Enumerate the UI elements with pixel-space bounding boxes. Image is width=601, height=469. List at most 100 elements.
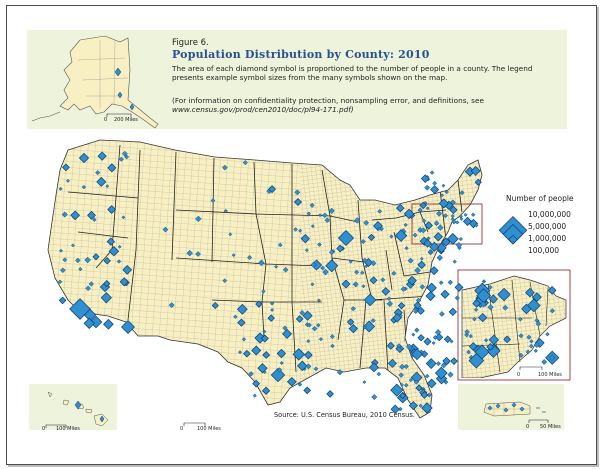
map-symbol [116, 259, 122, 264]
map-symbol [303, 386, 312, 395]
map-symbol [431, 341, 436, 345]
map-symbol [336, 369, 343, 376]
legend: Number of people 10,000,000 5,000,000 1,… [498, 194, 574, 255]
map-symbol [329, 334, 335, 340]
map-symbol [279, 361, 284, 365]
legend-label: 1,000,000 [528, 234, 566, 243]
map-symbol [369, 276, 378, 285]
map-symbol [108, 245, 120, 257]
map-symbol [525, 287, 535, 298]
map-symbol [481, 279, 487, 284]
map-symbol [447, 371, 454, 378]
map-symbol [260, 334, 269, 343]
map-symbol [71, 243, 75, 248]
map-symbol [440, 193, 445, 198]
map-symbol [310, 224, 315, 229]
legend-label: 100,000 [528, 246, 559, 255]
alaska-shape [59, 35, 159, 129]
map-symbol [61, 211, 68, 218]
map-symbol [395, 203, 405, 213]
map-symbol [533, 348, 538, 353]
map-symbol [451, 219, 457, 225]
map-symbol [269, 301, 275, 306]
map-symbol [423, 239, 432, 248]
map-symbol [390, 404, 400, 414]
map-symbol [429, 241, 440, 252]
scale-zero: 0 [517, 372, 520, 378]
northeast-scale-bar: 0 100 Miles [517, 366, 562, 378]
map-symbol [487, 304, 494, 311]
map-symbol [304, 248, 309, 253]
map-symbol [486, 342, 495, 351]
map-symbol [348, 323, 358, 334]
map-symbol [295, 315, 304, 323]
scale-label: 100 Miles [197, 426, 221, 432]
map-symbol [95, 170, 101, 176]
county-symbol [337, 229, 355, 247]
map-symbol [107, 163, 117, 173]
map-symbol [324, 217, 330, 223]
map-symbol [105, 184, 110, 189]
map-symbol [464, 332, 470, 338]
map-symbol [70, 210, 81, 221]
map-symbol [403, 363, 409, 370]
map-symbol [503, 335, 511, 344]
map-symbol [274, 264, 279, 269]
map-symbol [452, 259, 457, 264]
map-symbol [413, 309, 419, 315]
map-symbol [433, 220, 440, 226]
map-symbol [381, 287, 391, 296]
map-symbol [97, 151, 107, 161]
map-symbol [248, 371, 254, 377]
map-symbol [432, 335, 438, 341]
map-symbol [405, 343, 413, 351]
map-symbol [403, 222, 408, 227]
map-symbol [287, 376, 297, 387]
map-symbol [114, 67, 122, 77]
map-symbol [237, 350, 243, 355]
map-symbol [99, 415, 105, 423]
map-symbol [107, 205, 117, 214]
map-symbol [529, 339, 534, 344]
map-symbol [306, 211, 311, 216]
map-symbol [292, 348, 306, 361]
map-symbol [472, 317, 477, 322]
map-symbol [420, 227, 427, 234]
map-symbol [394, 229, 408, 242]
map-symbol [236, 303, 248, 315]
map-symbol [360, 239, 366, 245]
hawaii-inset: 0 100 Miles [29, 384, 117, 432]
map-symbol [419, 201, 427, 210]
map-symbol [310, 261, 317, 268]
scale-label: 100 Miles [538, 372, 562, 378]
map-symbol [396, 343, 402, 349]
map-symbol [211, 301, 219, 310]
map-symbol [276, 367, 283, 373]
map-symbol [362, 325, 367, 330]
map-symbol [533, 341, 540, 349]
map-symbol [302, 310, 313, 321]
county-symbol [373, 221, 383, 231]
map-symbol [444, 189, 449, 195]
county-symbol [441, 237, 451, 247]
map-symbol [360, 270, 365, 275]
map-symbol [352, 281, 359, 288]
map-symbol [437, 224, 444, 231]
map-symbol [103, 280, 111, 288]
map-symbol [96, 176, 107, 187]
puerto-rico-inset: 0 50 Miles [458, 384, 564, 430]
map-symbol [399, 345, 404, 351]
map-symbol [255, 300, 263, 308]
scale-label: 100 Miles [56, 426, 80, 432]
map-symbol [521, 303, 532, 315]
map-symbol [282, 325, 288, 331]
map-symbol [462, 216, 473, 226]
map-symbol [474, 178, 482, 186]
map-symbol [106, 237, 115, 246]
map-symbol [511, 402, 517, 408]
map-symbol [257, 363, 268, 374]
map-symbol [463, 212, 468, 217]
map-symbol [449, 205, 458, 215]
map-symbol [454, 295, 460, 301]
map-symbol [404, 382, 409, 388]
